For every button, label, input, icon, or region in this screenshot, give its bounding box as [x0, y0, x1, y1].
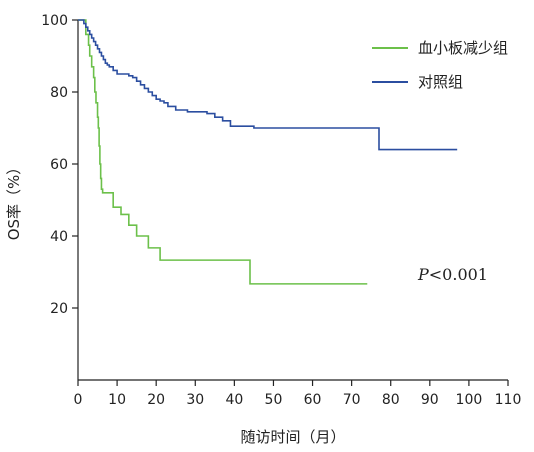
x-tick-label: 60: [304, 392, 322, 408]
y-tick-label: 80: [50, 85, 68, 101]
p-value-symbol: P: [417, 265, 429, 284]
p-value-text: <0.001: [429, 265, 488, 284]
y-tick-label: 100: [41, 13, 68, 29]
y-axis-title: OS率（%）: [5, 160, 23, 241]
legend-label-1: 血小板减少组: [418, 39, 508, 57]
x-tick-label: 80: [382, 392, 400, 408]
x-tick-label: 30: [186, 392, 204, 408]
y-ticks: 20 40 60 80 100: [41, 13, 78, 317]
series-line-2: [78, 19, 458, 151]
x-axis-title: 随访时间（月）: [240, 428, 345, 446]
x-tick-label: 0: [74, 392, 83, 408]
p-value-annotation: P<0.001: [417, 265, 488, 284]
x-tick-label: 70: [343, 392, 361, 408]
x-tick-label: 100: [456, 392, 483, 408]
series-line-1: [78, 19, 368, 285]
x-tick-label: 90: [421, 392, 439, 408]
axes: [77, 20, 508, 381]
x-tick-label: 40: [225, 392, 243, 408]
series-layer: [78, 19, 458, 285]
y-tick-label: 20: [50, 301, 68, 317]
x-tick-label: 50: [265, 392, 283, 408]
x-tick-label: 20: [147, 392, 165, 408]
x-tick-label: 110: [495, 392, 522, 408]
y-tick-label: 40: [50, 229, 68, 245]
x-ticks: 0 10 20 30 40 50 60 70 80 90 100 110: [74, 380, 522, 408]
y-tick-label: 60: [50, 157, 68, 173]
x-tick-label: 10: [108, 392, 126, 408]
legend-label-2: 对照组: [418, 73, 463, 91]
